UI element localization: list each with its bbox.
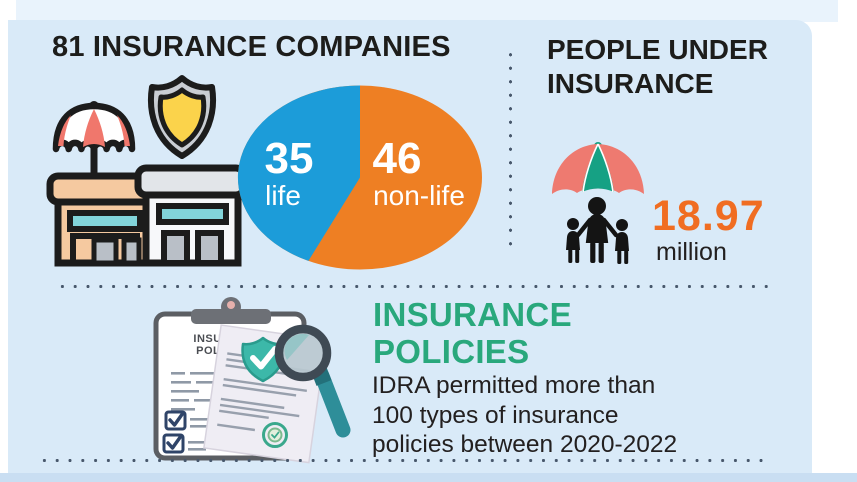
policies-title-line1: INSURANCE xyxy=(373,296,572,333)
companies-title: 81 INSURANCE COMPANIES xyxy=(52,31,451,63)
clipboard-text-lines xyxy=(171,372,222,451)
horizontal-dotted-divider-bottom xyxy=(38,459,768,462)
insurance-buildings-illustration xyxy=(46,75,247,267)
policies-desc-line3: policies between 2020-2022 xyxy=(372,431,678,458)
top-strip xyxy=(16,0,838,22)
bottom-bar xyxy=(0,473,857,482)
pie-nonlife-label: non-life xyxy=(373,180,465,211)
people-title: PEOPLE UNDER INSURANCE xyxy=(547,33,768,101)
policies-title-line2: POLICIES xyxy=(373,333,530,370)
policies-description: IDRA permitted more than 100 types of in… xyxy=(372,371,677,460)
people-insured-unit: million xyxy=(656,238,727,266)
policy-documents-illustration: INSURA POLI xyxy=(153,297,351,464)
pie-life-label: life xyxy=(265,180,301,211)
magnifier-icon xyxy=(274,324,351,438)
people-title-line2: INSURANCE xyxy=(547,68,714,99)
vertical-dotted-divider xyxy=(509,48,512,246)
pie-nonlife-value: 46 xyxy=(372,134,422,183)
umbrella-family-icon xyxy=(552,142,644,264)
policies-desc-line2: 100 types of insurance xyxy=(372,401,619,429)
pie-chart: 35 life 46 non-life xyxy=(237,85,483,270)
family-silhouette xyxy=(566,197,629,264)
shield-icon xyxy=(147,75,217,159)
pie-chart-graphic xyxy=(237,85,482,270)
checkbox-icons xyxy=(162,410,187,454)
policies-title: INSURANCE POLICIES xyxy=(373,296,572,370)
umbrella-icon xyxy=(52,101,136,192)
policies-desc-line1: IDRA permitted more than xyxy=(372,372,656,399)
pie-life-value: 35 xyxy=(264,134,314,183)
pie-slice-life xyxy=(237,85,360,261)
people-title-line1: PEOPLE UNDER xyxy=(547,34,768,65)
family-umbrella-icon xyxy=(552,142,644,194)
people-insured-value: 18.97 xyxy=(652,192,765,240)
horizontal-dotted-divider-top xyxy=(56,285,768,288)
approved-stamp-icon xyxy=(262,422,288,448)
right-building xyxy=(134,164,247,267)
